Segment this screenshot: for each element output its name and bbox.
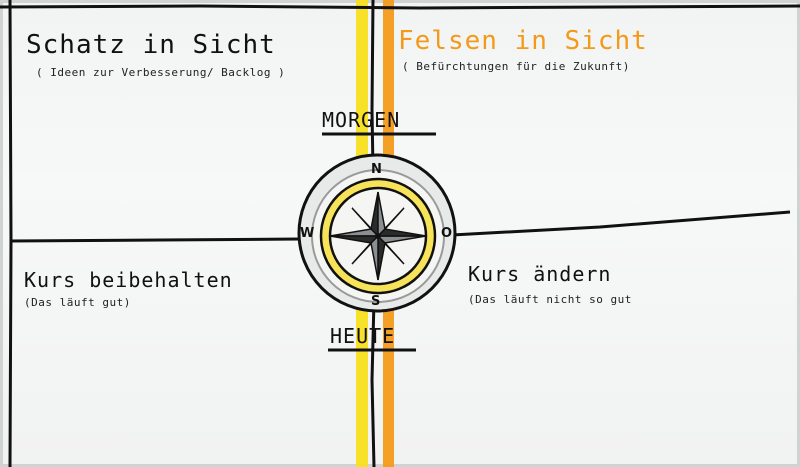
compass-west-label: W: [300, 226, 315, 241]
quadrant-title-treasure: Schatz in Sicht: [26, 30, 276, 60]
vertical-divider-line: [370, 0, 376, 467]
quadrant-subtitle-keep-course: (Das läuft gut): [24, 296, 131, 309]
left-border-line: [8, 0, 13, 467]
top-border-line: [0, 4, 800, 10]
orange-stripe: [383, 0, 394, 467]
quadrant-title-rocks: Felsen in Sicht: [398, 26, 648, 56]
horizontal-divider-left: [9, 237, 301, 243]
label-morgen: MORGEN: [322, 108, 401, 132]
compass-east-label: O: [441, 226, 453, 241]
quadrant-title-keep-course: Kurs beibehalten: [24, 268, 233, 292]
compass-south-label: S: [371, 294, 381, 309]
quadrant-subtitle-treasure: ( Ideen zur Verbesserung/ Backlog ): [36, 66, 286, 79]
quadrant-subtitle-change-course: (Das läuft nicht so gut: [468, 293, 632, 306]
quadrant-subtitle-rocks: ( Befürchtungen für die Zukunft): [402, 60, 630, 73]
label-heute: HEUTE: [330, 324, 396, 348]
horizontal-divider-right: [451, 210, 791, 237]
yellow-stripe: [356, 0, 368, 467]
compass-rose: [297, 153, 457, 313]
quadrant-title-change-course: Kurs ändern: [468, 262, 612, 286]
compass-north-label: N: [371, 162, 382, 177]
